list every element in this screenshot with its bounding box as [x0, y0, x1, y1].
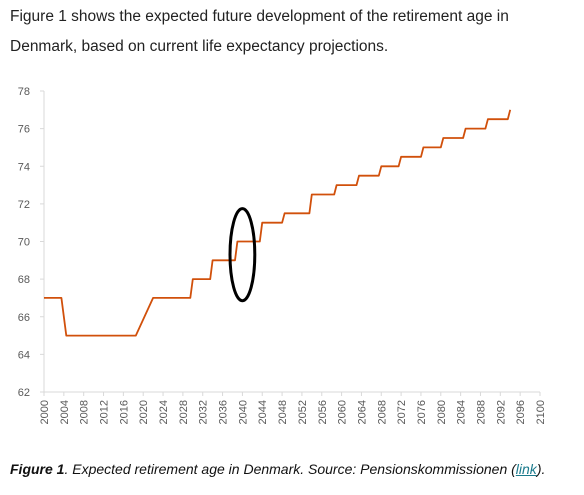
x-tick-label: 2008 — [79, 400, 91, 424]
y-tick-label: 64 — [18, 349, 30, 361]
y-tick-label: 76 — [18, 124, 30, 136]
x-tick-label: 2024 — [158, 400, 170, 424]
caption-text-end: ). — [536, 461, 546, 477]
x-tick-label: 2068 — [376, 400, 388, 424]
series-layer — [44, 109, 512, 337]
x-tick-label: 2004 — [59, 400, 71, 424]
y-tick-label: 66 — [18, 312, 30, 324]
x-tick-label: 2040 — [237, 400, 249, 424]
x-tick-label: 2072 — [396, 400, 408, 424]
x-tick-label: 2076 — [416, 400, 428, 424]
x-tick-label: 2080 — [436, 400, 448, 424]
x-tick-label: 2088 — [475, 400, 487, 424]
x-tick-label: 2016 — [118, 400, 130, 424]
x-tick-label: 2064 — [356, 400, 368, 424]
y-tick-label: 78 — [18, 86, 30, 98]
y-axis: 62 64 66 68 70 72 74 76 78 — [18, 86, 45, 399]
intro-paragraph: Figure 1 shows the expected future devel… — [10, 8, 509, 55]
x-tick-label: 2012 — [99, 400, 111, 424]
highlight-ellipse — [228, 207, 257, 303]
caption-label: Figure 1 — [10, 461, 65, 477]
x-tick-label: 2036 — [218, 400, 230, 424]
retirement-age-line — [44, 109, 512, 337]
x-tick-label: 2052 — [297, 400, 309, 424]
x-tick-label: 2020 — [138, 400, 150, 424]
x-axis: 2000 2004 2008 2012 2016 2020 2024 2028 2032 2036… — [39, 391, 547, 424]
y-tick-label: 68 — [18, 274, 30, 286]
x-tick-label: 2100 — [535, 400, 547, 424]
x-tick-label: 2000 — [39, 400, 51, 424]
x-tick-label: 2084 — [456, 400, 468, 424]
x-tick-label: 2092 — [495, 400, 507, 424]
x-tick-label: 2028 — [178, 400, 190, 424]
x-tick-label: 2044 — [257, 400, 269, 424]
source-link[interactable]: link — [515, 461, 537, 477]
x-tick-label: 2096 — [515, 400, 527, 424]
x-tick-label: 2048 — [277, 400, 289, 424]
y-tick-label: 72 — [18, 199, 30, 211]
y-tick-label: 74 — [18, 161, 30, 173]
y-tick-label: 62 — [18, 387, 30, 399]
x-tick-label: 2060 — [337, 400, 349, 424]
x-tick-label: 2032 — [198, 400, 210, 424]
annotation-layer — [228, 207, 257, 303]
x-tick-label: 2056 — [317, 400, 329, 424]
y-tick-label: 70 — [18, 237, 30, 249]
caption-text: . Expected retirement age in Denmark. So… — [64, 461, 516, 477]
retirement-age-chart: 62 64 66 68 70 72 74 76 78 2000 2004 2008 2012 2016 2… — [0, 78, 584, 448]
figure-caption: Figure 1. Expected retirement age in Den… — [10, 461, 575, 477]
